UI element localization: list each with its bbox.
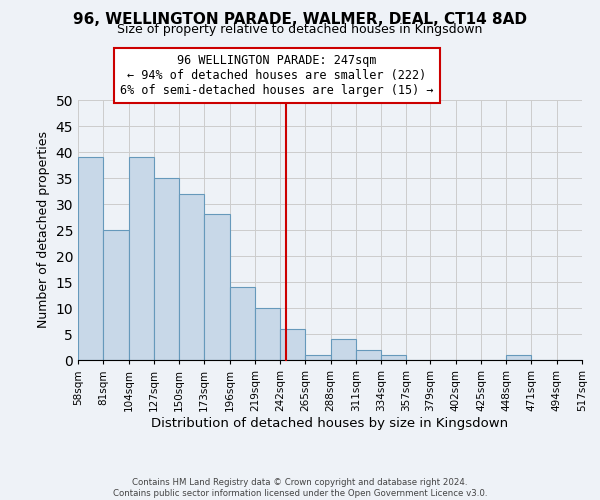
Bar	[255, 308, 280, 360]
Bar	[506, 355, 532, 360]
Bar	[230, 287, 255, 360]
Bar	[154, 178, 179, 360]
Bar	[331, 339, 356, 360]
Bar	[280, 329, 305, 360]
Bar	[179, 194, 204, 360]
Bar	[128, 157, 154, 360]
Bar	[78, 157, 103, 360]
Bar	[103, 230, 128, 360]
Bar	[305, 355, 331, 360]
Bar	[381, 355, 406, 360]
X-axis label: Distribution of detached houses by size in Kingsdown: Distribution of detached houses by size …	[151, 416, 509, 430]
Bar	[356, 350, 381, 360]
Text: Size of property relative to detached houses in Kingsdown: Size of property relative to detached ho…	[118, 22, 482, 36]
Bar	[204, 214, 230, 360]
Text: 96, WELLINGTON PARADE, WALMER, DEAL, CT14 8AD: 96, WELLINGTON PARADE, WALMER, DEAL, CT1…	[73, 12, 527, 28]
Text: 96 WELLINGTON PARADE: 247sqm
← 94% of detached houses are smaller (222)
6% of se: 96 WELLINGTON PARADE: 247sqm ← 94% of de…	[121, 54, 434, 98]
Y-axis label: Number of detached properties: Number of detached properties	[37, 132, 50, 328]
Text: Contains HM Land Registry data © Crown copyright and database right 2024.
Contai: Contains HM Land Registry data © Crown c…	[113, 478, 487, 498]
